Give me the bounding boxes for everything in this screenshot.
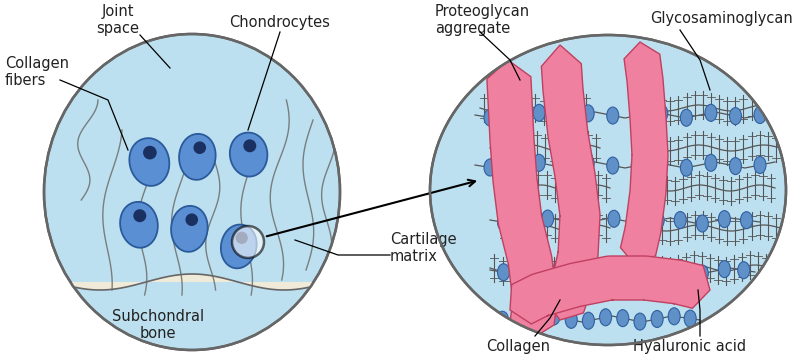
- Ellipse shape: [484, 109, 496, 126]
- Polygon shape: [221, 225, 257, 268]
- Polygon shape: [510, 256, 710, 324]
- Ellipse shape: [631, 107, 643, 124]
- Polygon shape: [120, 202, 158, 248]
- Ellipse shape: [484, 159, 496, 176]
- Ellipse shape: [656, 105, 668, 122]
- Ellipse shape: [582, 312, 594, 329]
- Ellipse shape: [730, 158, 742, 174]
- Ellipse shape: [582, 105, 594, 122]
- Ellipse shape: [498, 214, 510, 231]
- Circle shape: [235, 232, 248, 244]
- Ellipse shape: [651, 310, 663, 328]
- Text: Collagen
fibers: Collagen fibers: [5, 56, 69, 88]
- Ellipse shape: [630, 265, 642, 282]
- Ellipse shape: [674, 211, 686, 229]
- Ellipse shape: [498, 264, 510, 281]
- Text: Hyaluronic acid: Hyaluronic acid: [634, 339, 746, 354]
- Ellipse shape: [754, 157, 766, 173]
- Circle shape: [186, 213, 198, 226]
- Ellipse shape: [533, 104, 545, 121]
- Ellipse shape: [730, 108, 742, 125]
- Ellipse shape: [542, 210, 554, 227]
- Ellipse shape: [564, 263, 576, 281]
- Text: Proteoglycan
aggregate: Proteoglycan aggregate: [435, 4, 530, 36]
- Ellipse shape: [680, 159, 692, 176]
- Ellipse shape: [548, 308, 560, 325]
- Text: Glycosaminoglycan: Glycosaminoglycan: [650, 10, 793, 26]
- Ellipse shape: [652, 262, 664, 279]
- Ellipse shape: [617, 310, 629, 327]
- Ellipse shape: [558, 159, 570, 176]
- Ellipse shape: [718, 211, 730, 227]
- Ellipse shape: [566, 312, 578, 328]
- Ellipse shape: [718, 261, 730, 278]
- Polygon shape: [230, 132, 267, 177]
- Ellipse shape: [631, 157, 643, 174]
- Polygon shape: [179, 134, 216, 180]
- Text: Chondrocytes: Chondrocytes: [230, 15, 330, 30]
- Ellipse shape: [599, 309, 611, 326]
- Ellipse shape: [738, 262, 750, 279]
- Ellipse shape: [684, 310, 696, 327]
- Ellipse shape: [497, 311, 509, 328]
- Ellipse shape: [606, 107, 618, 124]
- Polygon shape: [621, 42, 668, 265]
- Ellipse shape: [608, 210, 620, 227]
- Ellipse shape: [509, 109, 521, 126]
- Ellipse shape: [586, 263, 598, 280]
- Ellipse shape: [533, 154, 545, 171]
- Ellipse shape: [430, 35, 786, 345]
- Polygon shape: [54, 274, 330, 290]
- Ellipse shape: [668, 308, 680, 325]
- Ellipse shape: [696, 265, 708, 282]
- Ellipse shape: [509, 159, 521, 176]
- Ellipse shape: [519, 215, 531, 232]
- Circle shape: [232, 226, 264, 258]
- Polygon shape: [487, 60, 557, 340]
- Circle shape: [243, 139, 256, 152]
- Ellipse shape: [558, 109, 570, 126]
- Polygon shape: [171, 206, 208, 252]
- Ellipse shape: [519, 265, 531, 282]
- Text: Cartilage
matrix: Cartilage matrix: [390, 232, 457, 264]
- Ellipse shape: [630, 215, 642, 232]
- Circle shape: [194, 141, 206, 154]
- Ellipse shape: [582, 155, 594, 172]
- Text: Subchondral
bone: Subchondral bone: [112, 309, 204, 341]
- Ellipse shape: [606, 157, 618, 174]
- Circle shape: [134, 209, 146, 222]
- Ellipse shape: [674, 262, 686, 278]
- Ellipse shape: [542, 260, 554, 277]
- Polygon shape: [130, 138, 170, 186]
- Ellipse shape: [634, 313, 646, 330]
- Text: Collagen: Collagen: [486, 339, 550, 354]
- Ellipse shape: [754, 106, 766, 124]
- Ellipse shape: [741, 212, 753, 229]
- Ellipse shape: [656, 155, 668, 172]
- Ellipse shape: [652, 212, 664, 229]
- Ellipse shape: [44, 34, 340, 350]
- Ellipse shape: [564, 214, 576, 230]
- Polygon shape: [542, 45, 600, 320]
- Ellipse shape: [586, 213, 598, 230]
- Ellipse shape: [531, 311, 543, 328]
- Text: Joint
space: Joint space: [97, 4, 139, 36]
- Ellipse shape: [705, 104, 717, 121]
- Ellipse shape: [680, 109, 692, 126]
- Ellipse shape: [705, 154, 717, 171]
- Circle shape: [143, 146, 157, 159]
- Ellipse shape: [608, 260, 620, 277]
- Ellipse shape: [696, 215, 708, 232]
- Ellipse shape: [514, 314, 526, 331]
